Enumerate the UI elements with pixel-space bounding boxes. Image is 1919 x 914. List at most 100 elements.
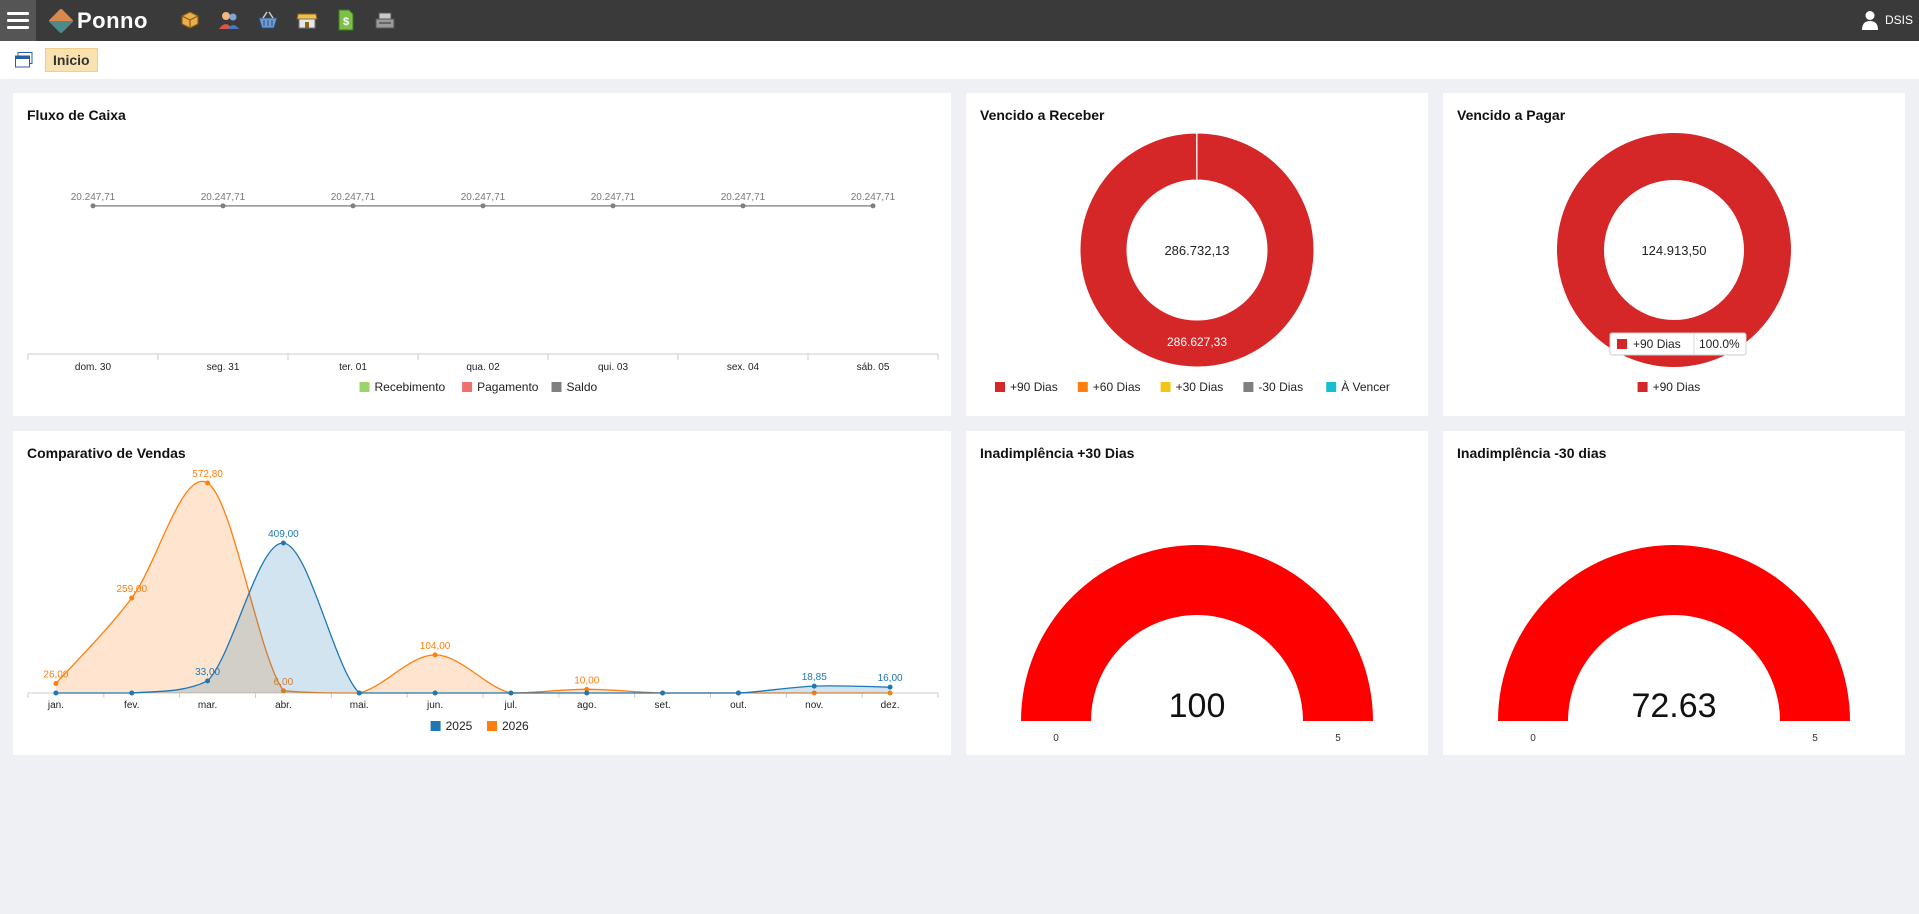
x-tick-label: ago. bbox=[577, 700, 596, 711]
svg-text:$: $ bbox=[343, 16, 349, 28]
data-label: 10,00 bbox=[574, 675, 599, 686]
data-point-2026 bbox=[887, 690, 893, 696]
legend-label: +90 Dias bbox=[1010, 380, 1058, 394]
data-point-saldo bbox=[740, 203, 746, 209]
gauge-min-label: 0 bbox=[1053, 733, 1059, 744]
gauge-chart: 100 0 5 bbox=[1021, 545, 1373, 744]
dollar-document-icon[interactable]: $ bbox=[334, 8, 358, 32]
panel-title: Vencido a Receber bbox=[980, 107, 1105, 123]
legend-label: À Vencer bbox=[1341, 379, 1390, 394]
top-navbar: Ponno $ DSIS bbox=[0, 0, 1919, 41]
x-tick-label: nov. bbox=[805, 700, 823, 711]
data-point-2026 bbox=[129, 595, 135, 601]
slice-label: 286.627,33 bbox=[1167, 335, 1227, 349]
data-point-2025 bbox=[53, 690, 59, 696]
legend-label: 2026 bbox=[502, 719, 529, 733]
x-tick-label: abr. bbox=[275, 700, 292, 711]
panel-title: Fluxo de Caixa bbox=[27, 107, 126, 123]
data-label: 20.247,71 bbox=[591, 192, 636, 203]
legend-swatch bbox=[430, 721, 441, 731]
gauge-fill bbox=[1498, 545, 1850, 721]
fluxo-chart: 20.247,71 20.247,71 20.247,71 20.247,71 20.2… bbox=[27, 192, 939, 394]
panel-comparativo-de-vendas: Comparativo de Vendas 26,00 259,00 572,80 6… bbox=[13, 431, 951, 755]
data-label: 6,00 bbox=[274, 677, 294, 688]
data-point-2025 bbox=[660, 690, 666, 696]
logo-mark-icon bbox=[48, 8, 74, 34]
users-icon[interactable] bbox=[217, 8, 241, 32]
legend-label: 2025 bbox=[446, 719, 473, 733]
toolbar: $ bbox=[178, 8, 397, 32]
legend-swatch bbox=[359, 382, 370, 392]
legend-swatch bbox=[1243, 382, 1254, 392]
legend-label: Pagamento bbox=[477, 380, 539, 394]
tooltip bbox=[1609, 332, 1747, 356]
panel-inadimplencia-menos-30: Inadimplência -30 dias 72.63 0 5 bbox=[1443, 431, 1905, 755]
data-label: 20.247,71 bbox=[461, 192, 506, 203]
data-point-2025 bbox=[356, 690, 362, 696]
data-label: 16,00 bbox=[878, 673, 903, 684]
data-point-2025 bbox=[205, 678, 211, 684]
data-point-2026 bbox=[205, 480, 211, 486]
data-point-2025 bbox=[129, 690, 135, 696]
data-point-2025 bbox=[432, 690, 438, 696]
tab-bar bbox=[0, 41, 1919, 79]
store-icon[interactable] bbox=[295, 8, 319, 32]
series-area-2025 bbox=[55, 543, 891, 693]
data-point-2025 bbox=[508, 690, 514, 696]
data-label: 409,00 bbox=[268, 529, 299, 540]
panel-inadimplencia-mais-30: Inadimplência +30 Dias 100 0 5 bbox=[966, 431, 1428, 755]
box-icon[interactable] bbox=[178, 8, 202, 32]
data-point-2026 bbox=[584, 686, 590, 692]
user-name: DSIS bbox=[1884, 13, 1913, 27]
data-point-2026 bbox=[432, 652, 438, 658]
cash-register-icon[interactable] bbox=[373, 8, 397, 32]
app-logo[interactable]: Ponno bbox=[48, 8, 148, 34]
data-point-saldo bbox=[610, 203, 616, 209]
donut-center-value: 286.732,13 bbox=[1164, 243, 1229, 258]
app-name: Ponno bbox=[77, 8, 148, 33]
gauge-fill bbox=[1021, 545, 1373, 721]
data-point-saldo bbox=[350, 203, 356, 209]
data-label: 20.247,71 bbox=[71, 192, 116, 203]
tooltip-label: +90 Dias bbox=[1633, 337, 1681, 351]
data-label: 259,00 bbox=[116, 584, 147, 595]
data-label: 20.247,71 bbox=[721, 192, 766, 203]
series-area-2026 bbox=[55, 481, 891, 693]
legend-swatch bbox=[1160, 382, 1171, 392]
data-label: 572,80 bbox=[192, 469, 223, 480]
x-tick-label: seg. 31 bbox=[207, 362, 240, 373]
x-tick-label: ter. 01 bbox=[339, 362, 367, 373]
data-point-2025 bbox=[584, 690, 590, 696]
panel-title: Vencido a Pagar bbox=[1457, 107, 1566, 123]
tab-inicio[interactable]: Inicio bbox=[45, 48, 98, 72]
x-tick-label: qui. 03 bbox=[598, 362, 628, 373]
tooltip-value: 100.0% bbox=[1699, 337, 1740, 351]
x-tick-label: set. bbox=[655, 700, 671, 711]
x-tick-label: out. bbox=[730, 700, 747, 711]
data-point-2025 bbox=[811, 683, 817, 689]
data-point-2025 bbox=[735, 690, 741, 696]
x-tick-label: mai. bbox=[350, 700, 369, 711]
x-tick-label: qua. 02 bbox=[466, 362, 500, 373]
panel-title: Comparativo de Vendas bbox=[27, 445, 186, 461]
vendas-area-chart: 26,00 259,00 572,80 6,00 104,00 10,00 33,00 409… bbox=[27, 469, 939, 733]
panel-vencido-a-receber: Vencido a Receber 286.732,13 286.627,33 +9… bbox=[966, 93, 1428, 416]
gauge-max-label: 5 bbox=[1335, 733, 1341, 744]
legend-label: Recebimento bbox=[375, 380, 446, 394]
user-menu[interactable]: DSIS bbox=[1861, 10, 1913, 30]
gauge-value: 100 bbox=[1169, 687, 1226, 725]
basket-icon[interactable] bbox=[256, 8, 280, 32]
receber-donut-chart: 286.732,13 286.627,33 +90 Dias +60 Dias +30 … bbox=[995, 132, 1390, 394]
gauge-min-label: 0 bbox=[1530, 733, 1536, 744]
legend-swatch bbox=[487, 721, 497, 731]
data-label: 33,00 bbox=[195, 667, 220, 678]
legend-swatch bbox=[1326, 382, 1337, 392]
legend-swatch bbox=[995, 382, 1005, 392]
legend-swatch bbox=[551, 382, 562, 392]
x-tick-label: sex. 04 bbox=[727, 362, 760, 373]
legend-label: +90 Dias bbox=[1653, 380, 1701, 394]
windows-icon[interactable] bbox=[15, 52, 33, 73]
data-point-2026 bbox=[53, 680, 59, 686]
menu-icon[interactable] bbox=[0, 0, 36, 41]
data-label: 26,00 bbox=[43, 669, 68, 680]
